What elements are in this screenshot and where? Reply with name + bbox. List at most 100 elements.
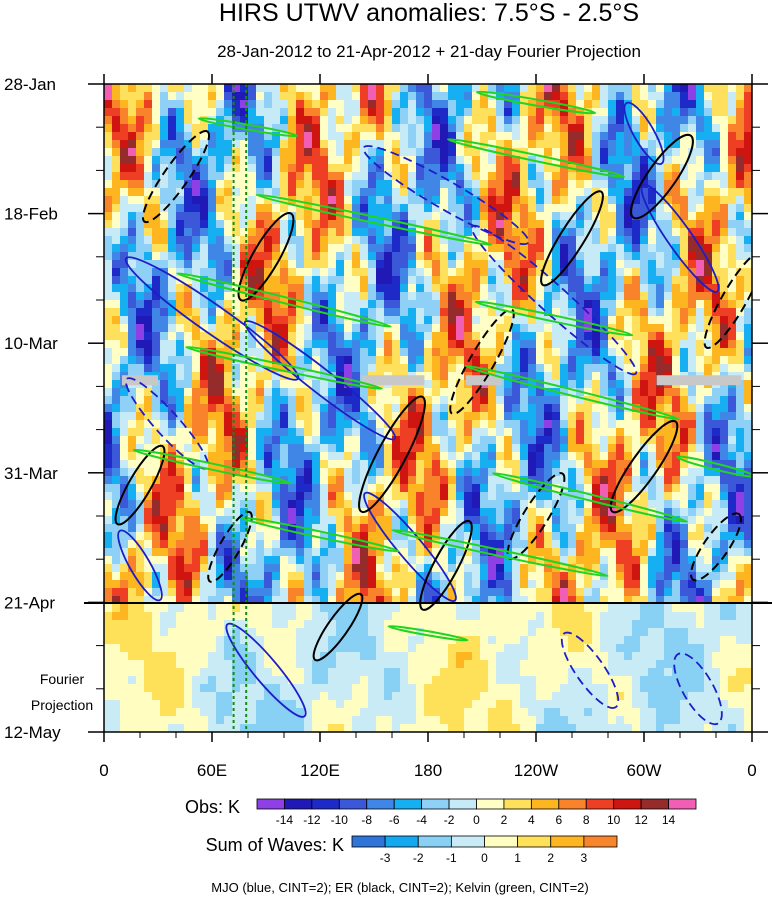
heat-cell (136, 236, 145, 245)
heat-cell (456, 484, 465, 493)
heat-cell (624, 308, 633, 317)
heat-cell (712, 388, 721, 397)
heat-cell (536, 108, 545, 117)
heat-cell (384, 436, 393, 445)
heat-cell (184, 540, 193, 549)
heat-cell (272, 300, 281, 309)
heat-cell (480, 540, 489, 549)
heat-cell (632, 476, 641, 485)
heat-cell (696, 132, 705, 141)
heat-cell (552, 468, 561, 477)
heat-cell (584, 292, 593, 301)
heat-cell (168, 484, 177, 493)
heat-cell (584, 524, 593, 533)
heat-cell (696, 188, 705, 197)
heat-cell (120, 244, 129, 253)
heat-cell (544, 356, 553, 365)
heat-cell (240, 228, 249, 237)
heat-cell (664, 300, 673, 309)
heat-cell (480, 564, 489, 573)
heat-cell (168, 388, 177, 397)
heat-cell (200, 396, 209, 405)
heat-cell (392, 524, 401, 533)
heat-cell (240, 300, 249, 309)
heat-cell (296, 340, 305, 349)
heat-cell (512, 524, 521, 533)
heat-cell (640, 92, 649, 101)
heat-cell (144, 140, 153, 149)
heat-cell (280, 452, 289, 461)
heat-cell (560, 468, 569, 477)
heat-cell (712, 108, 721, 117)
heat-cell (648, 196, 657, 205)
heat-cell (376, 340, 385, 349)
heat-cell (504, 452, 513, 461)
heat-cell (232, 476, 241, 485)
heat-cell (608, 532, 617, 541)
heat-cell (200, 436, 209, 445)
heat-cell (432, 132, 441, 141)
heat-cell (216, 340, 225, 349)
heat-cell (264, 196, 273, 205)
heat-cell (584, 284, 593, 293)
heat-cell (672, 460, 681, 469)
heat-cell (344, 316, 353, 325)
heat-cell (688, 444, 697, 453)
heat-cell (504, 148, 513, 157)
heat-cell (376, 324, 385, 333)
heat-cell (464, 508, 473, 517)
heat-cell (112, 140, 121, 149)
heat-cell (448, 212, 457, 221)
heat-cell (240, 436, 249, 445)
heat-cell (576, 444, 585, 453)
heat-cell (344, 260, 353, 269)
heat-cell (376, 284, 385, 293)
heat-cell (416, 444, 425, 453)
heat-cell (312, 100, 321, 109)
heat-cell (584, 340, 593, 349)
heat-cell (320, 540, 329, 549)
heat-cell (560, 260, 569, 269)
heat-cell (112, 156, 121, 165)
heat-cell (624, 348, 633, 357)
heat-cell (360, 156, 369, 165)
heat-cell (440, 500, 449, 509)
heat-cell (672, 492, 681, 501)
heat-cell (336, 268, 345, 277)
heat-cell (480, 180, 489, 189)
heat-cell (536, 196, 545, 205)
heat-cell (440, 572, 449, 581)
heat-cell (376, 580, 385, 589)
heat-cell (152, 252, 161, 261)
heat-cell (448, 404, 457, 413)
heat-cell (528, 268, 537, 277)
heat-cell (424, 444, 433, 453)
heat-cell (120, 332, 129, 341)
heat-cell (504, 132, 513, 141)
heat-cell (128, 524, 137, 533)
heat-cell (672, 204, 681, 213)
heat-cell (472, 412, 481, 421)
heat-cell (368, 276, 377, 285)
heat-cell (128, 500, 137, 509)
heat-cell (440, 532, 449, 541)
heat-cell (480, 340, 489, 349)
heat-cell (648, 220, 657, 229)
heat-cell (432, 188, 441, 197)
heat-cell (208, 324, 217, 333)
heat-cell (272, 516, 281, 525)
heat-cell (248, 492, 257, 501)
heat-cell (200, 164, 209, 173)
heat-cell (616, 140, 625, 149)
heat-cell (480, 84, 489, 93)
heat-cell (224, 244, 233, 253)
heat-cell (376, 428, 385, 437)
heat-cell (384, 444, 393, 453)
heat-cell (704, 108, 713, 117)
heat-cell (584, 436, 593, 445)
heat-cell (264, 428, 273, 437)
heat-cell (216, 492, 225, 501)
heat-cell (704, 236, 713, 245)
heat-cell (240, 340, 249, 349)
heat-cell (624, 476, 633, 485)
